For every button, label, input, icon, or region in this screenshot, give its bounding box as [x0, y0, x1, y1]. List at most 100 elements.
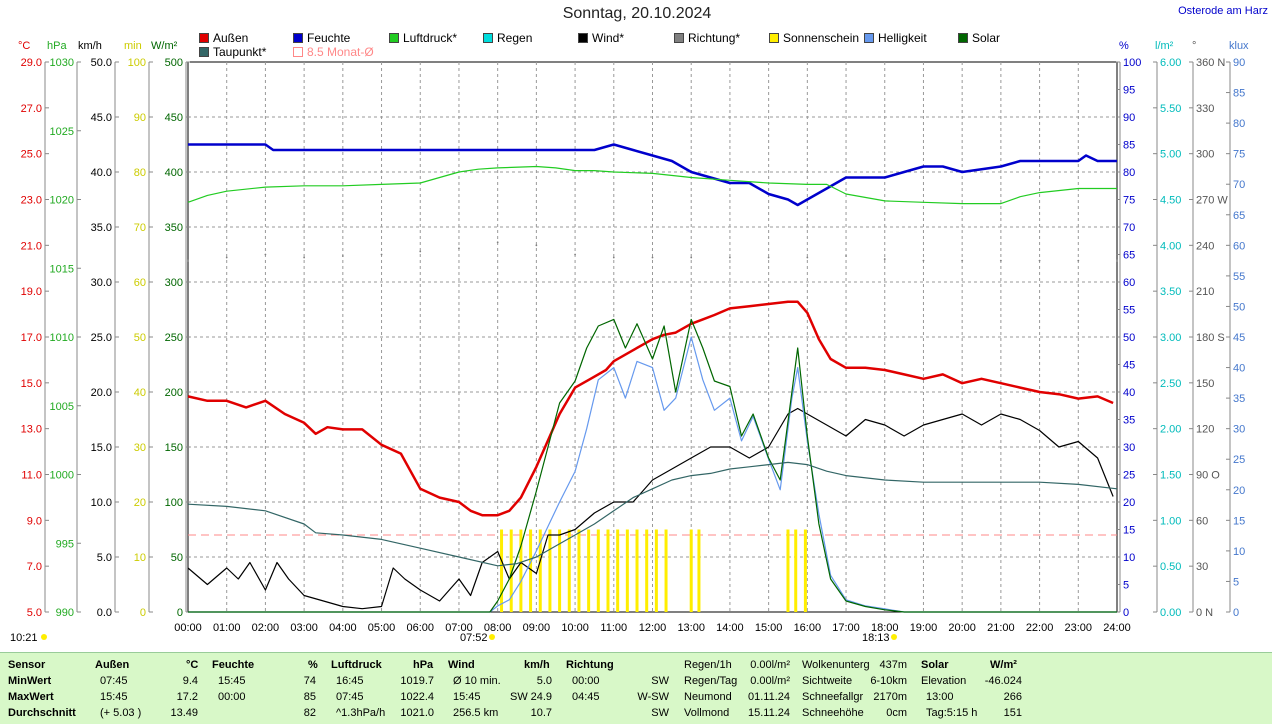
legend-item: 8.5 Monat-Ø [293, 45, 374, 59]
stats-panel: Sensor Außen °C Feuchte % Luftdruck hPa … [0, 652, 1272, 724]
x-tick-label: 19:00 [910, 622, 938, 634]
stats-wind-time: 15:45 [453, 691, 481, 703]
legend-swatch [958, 33, 968, 43]
humidity-tick-label: 85 [1123, 140, 1135, 152]
stats-info-value: 01.11.24 [747, 691, 790, 703]
stats-richt-time: 04:45 [572, 691, 600, 703]
stats-info-value: 6-10km [870, 675, 907, 687]
stats-solar-unit: W/m² [990, 659, 1017, 671]
stats-solar-header: Solar [921, 659, 949, 671]
sun-tick-label: 80 [134, 167, 146, 179]
richtung-point [574, 253, 576, 256]
location-link[interactable]: Osterode am Harz [1178, 5, 1268, 17]
humidity-tick-label: 15 [1123, 525, 1135, 537]
richtung-point [458, 247, 460, 250]
stats-label: MinWert [8, 675, 52, 687]
x-tick-label: 09:00 [523, 622, 551, 634]
direction-tick-label: 210 [1196, 286, 1214, 298]
sunshine-bar [558, 529, 562, 612]
stats-info-key: Wolkenunterg [802, 659, 870, 671]
sunshine-bar [803, 529, 807, 612]
stats-wind-header: Wind [448, 659, 475, 671]
humidity-tick-label: 50 [1123, 332, 1135, 344]
rain-axis-header: l/m² [1155, 40, 1174, 52]
humidity-tick-label: 35 [1123, 415, 1135, 427]
sun-tick-label: 0 [140, 607, 146, 619]
stats-info-value: 2170m [873, 691, 907, 703]
pressure-tick-label: 1030 [50, 57, 74, 69]
solar-tick-label: 150 [165, 442, 183, 454]
sunshine-bar [635, 529, 639, 612]
sunshine-bar [645, 529, 649, 612]
x-tick-label: 15:00 [755, 622, 783, 634]
stats-info-key: Sichtweite [802, 675, 853, 687]
stats-aussen-time: 07:45 [100, 675, 128, 687]
stats-solar-value: -46.024 [984, 675, 1022, 687]
legend-swatch [864, 33, 874, 43]
stats-feuchte-val: 74 [303, 675, 316, 687]
legend-label: Sonnenschein [783, 31, 860, 45]
richtung-point [380, 253, 383, 256]
sunrise-label: 07:52 [460, 632, 488, 644]
richtung-point [806, 256, 809, 259]
sun-axis-header: min [124, 40, 142, 52]
legend-swatch [769, 33, 779, 43]
x-tick-label: 22:00 [1026, 622, 1054, 634]
stats-druck-time: 16:45 [336, 675, 364, 687]
stats-richt-val: SW [651, 675, 669, 687]
lux-tick-label: 45 [1233, 332, 1245, 344]
x-tick-label: 24:00 [1103, 622, 1131, 634]
stats-info-key: Vollmond [684, 707, 730, 719]
x-tick-label: 11:00 [600, 622, 627, 634]
wind-tick-label: 50.0 [91, 57, 112, 69]
sunshine-bar [689, 529, 693, 612]
wind-tick-label: 25.0 [91, 332, 112, 344]
legend-label: Regen [497, 31, 533, 45]
sunset-label: 18:13 [862, 632, 890, 644]
richtung-point [264, 253, 267, 256]
humidity-tick-label: 30 [1123, 442, 1135, 454]
humidity-tick-label: 5 [1123, 580, 1129, 592]
x-tick-label: 08:00 [484, 622, 512, 634]
sun-tick-label: 90 [134, 112, 146, 124]
legend-item: Richtung* [674, 31, 740, 45]
stats-druck-time: ^1.3hPa/h [336, 707, 386, 719]
solar-tick-label: 100 [165, 497, 183, 509]
lux-tick-label: 85 [1233, 88, 1245, 100]
sunshine-bar [654, 529, 658, 612]
pressure-tick-label: 1025 [50, 126, 74, 138]
legend-swatch [199, 33, 209, 43]
legend-label: Richtung* [688, 31, 741, 45]
rain-tick-label: 0.00 [1160, 607, 1181, 619]
stats-info-value: 0cm [886, 707, 907, 719]
legend-swatch [199, 47, 209, 57]
rain-tick-label: 5.00 [1160, 149, 1181, 161]
stats-druck-val: 1022.4 [400, 691, 434, 703]
humidity-tick-label: 75 [1123, 195, 1135, 207]
sunshine-bar [596, 529, 600, 612]
stats-info-key: Regen/1h [684, 659, 732, 671]
richtung-point [883, 258, 886, 260]
stats-richt-val: W-SW [637, 691, 669, 703]
series-2-line [187, 165, 1117, 205]
humidity-tick-label: 90 [1123, 112, 1135, 124]
richtung-point [922, 259, 925, 262]
humidity-tick-label: 10 [1123, 552, 1135, 564]
temp-tick-label: 13.0 [21, 424, 42, 436]
stats-info-key: Regen/Tag [684, 675, 738, 687]
stats-wind-val: 24.9 [530, 691, 552, 703]
rain-tick-label: 1.50 [1160, 470, 1181, 482]
x-tick-label: 10:00 [561, 622, 589, 634]
sunshine-bar [548, 529, 552, 612]
stats-feuchte-header: Feuchte [212, 659, 255, 671]
temp-tick-label: 5.0 [27, 607, 42, 619]
stats-sensor-header: Sensor [8, 659, 46, 671]
stats-solar-key: Elevation [921, 675, 967, 687]
sunshine-bar [587, 529, 591, 612]
legend-swatch [674, 33, 684, 43]
direction-tick-label: 360 N [1196, 57, 1225, 69]
direction-tick-label: 240 [1196, 240, 1214, 252]
humidity-tick-label: 0 [1123, 607, 1129, 619]
stats-feuchte-val: 82 [303, 707, 316, 719]
legend-item: Feuchte [293, 31, 350, 45]
